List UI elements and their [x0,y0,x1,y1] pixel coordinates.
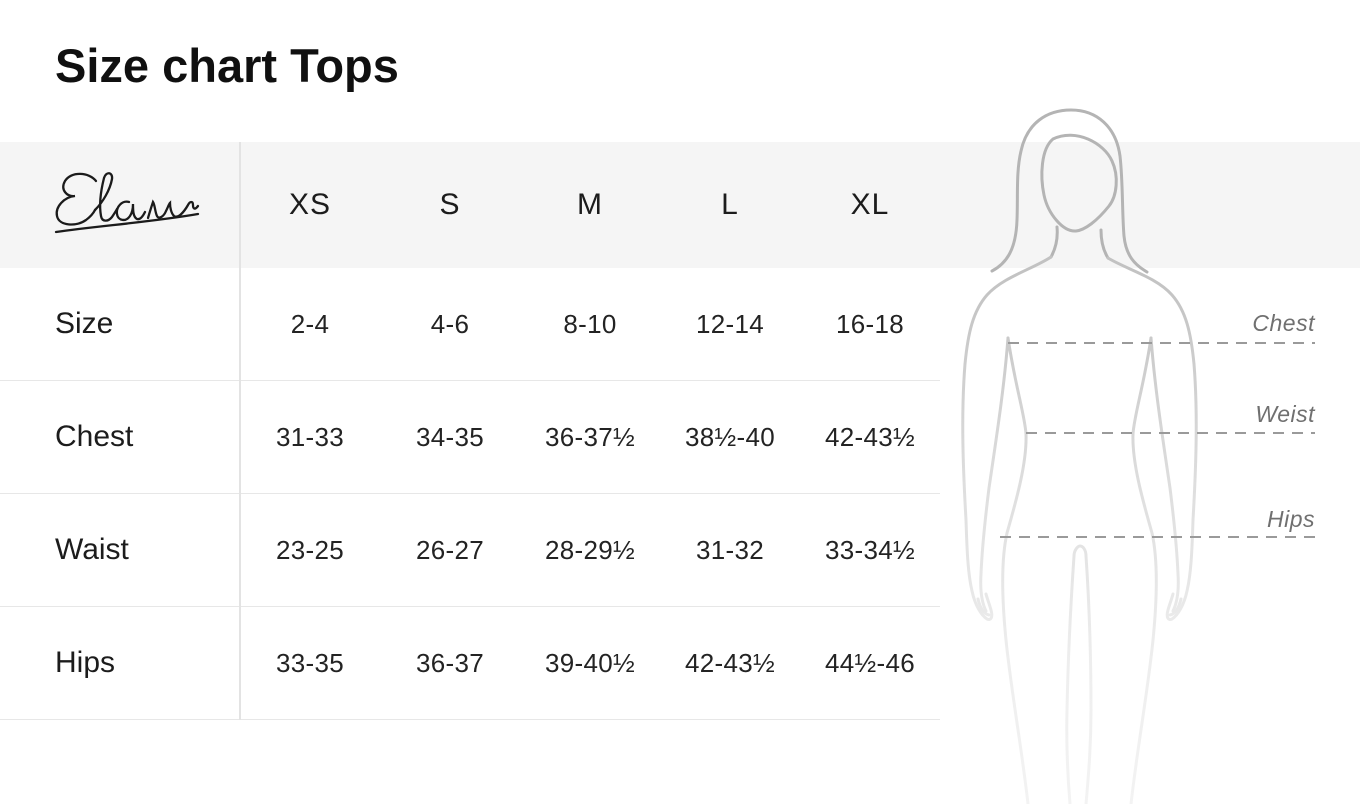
waist-value-cell: 28-29½ [545,534,635,565]
chest-label: Chest [1252,310,1315,336]
column-header-xs: XS [288,188,332,221]
chest-value-cell: 34-35 [416,421,484,452]
size-chart-table: XS S M L XL Size 2-4 4-6 8-10 12-14 16-1… [0,142,940,720]
table-column-divider [239,142,241,720]
row-label-size: Size [55,307,114,340]
size-value-cell: 16-18 [836,308,904,339]
size-value-cell: 2-4 [290,308,330,339]
measurement-lines [1000,342,1315,538]
chest-value-cell: 42-43½ [825,421,915,452]
size-value-cell: 4-6 [430,308,470,339]
figure-body [961,255,1198,804]
body-figure-illustration [961,108,1315,804]
size-value-cell: 12-14 [696,308,764,339]
waist-value-cell: 33-34½ [825,534,915,565]
waist-label: Weist [1255,401,1315,427]
size-value-cell: 8-10 [563,308,617,339]
hips-label: Hips [1266,506,1315,532]
hips-value-cell: 39-40½ [545,647,635,678]
row-label-hips: Hips [55,646,116,679]
hips-value-cell: 36-37 [416,647,484,678]
waist-value-cell: 26-27 [416,534,484,565]
brand-cell [0,142,240,268]
table-header-band [0,142,1360,268]
chest-value-cell: 31-33 [276,421,344,452]
row-label-waist: Waist [55,533,129,566]
waist-value-cell: 31-32 [696,534,764,565]
table-header-row: XS S M L XL [0,142,940,268]
table-row-waist: Waist 23-25 26-27 28-29½ 31-32 33-34½ [0,494,940,607]
brand-logo-elan [54,172,200,234]
hips-value-cell: 44½-46 [825,647,915,678]
row-label-chest: Chest [55,420,134,453]
column-header-l: L [721,188,739,221]
table-row-size: Size 2-4 4-6 8-10 12-14 16-18 [0,268,940,381]
waist-value-cell: 23-25 [276,534,344,565]
table-row-hips: Hips 33-35 36-37 39-40½ 42-43½ 44½-46 [0,607,940,720]
column-header-xl: XL [850,188,890,221]
hips-value-cell: 42-43½ [685,647,775,678]
table-row-chest: Chest 31-33 34-35 36-37½ 38½-40 42-43½ [0,381,940,494]
page-title: Size chart Tops [55,39,399,92]
column-header-s: S [439,188,461,221]
hips-value-cell: 33-35 [276,647,344,678]
column-header-m: M [577,188,603,221]
figure-head [990,108,1149,274]
chest-value-cell: 36-37½ [545,421,635,452]
chest-value-cell: 38½-40 [685,421,775,452]
